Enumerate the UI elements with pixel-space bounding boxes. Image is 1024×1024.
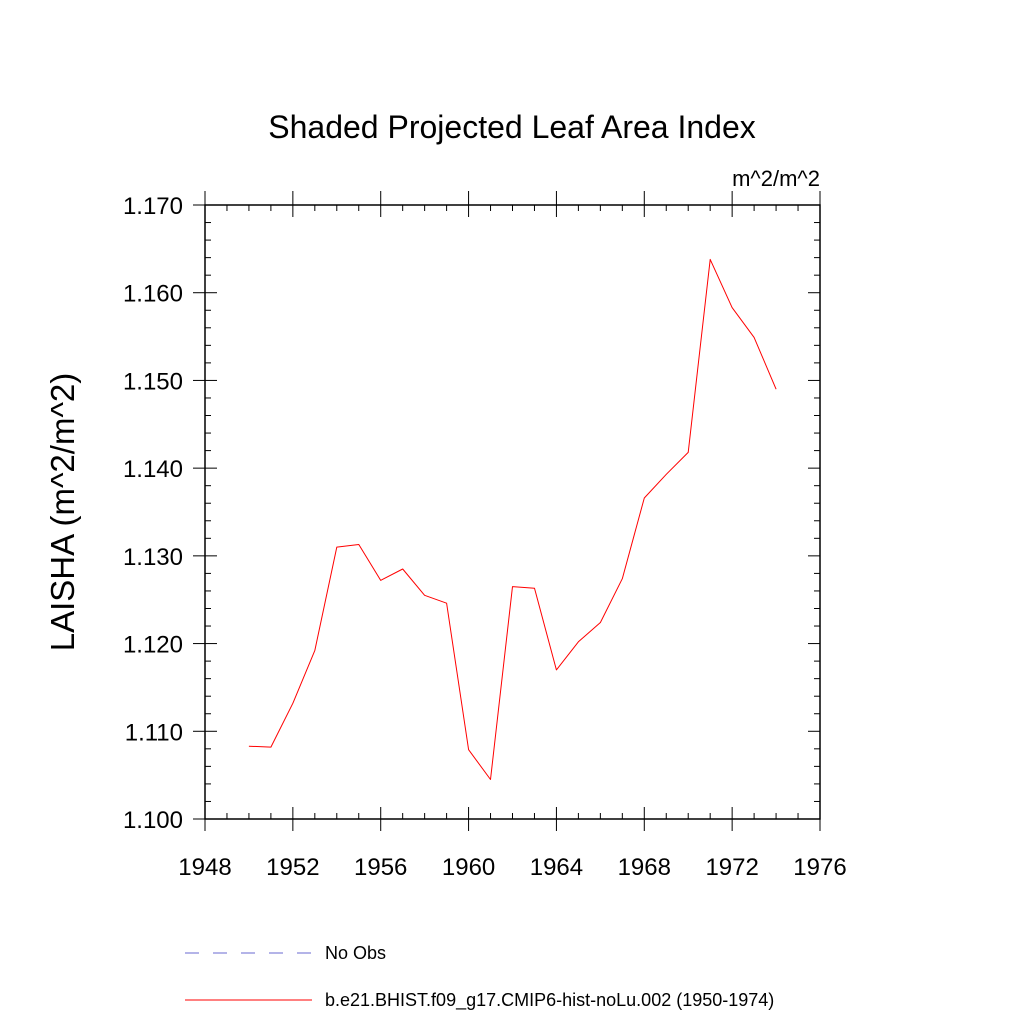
legend-label: No Obs (325, 943, 386, 963)
x-tick-label: 1964 (530, 854, 583, 881)
y-tick-label: 1.120 (123, 632, 183, 659)
series-group (248, 258, 777, 780)
y-tick-label: 1.160 (123, 281, 183, 308)
y-axis-label: LAISHA (m^2/m^2) (44, 373, 81, 652)
x-tick-label: 1960 (442, 854, 495, 881)
plot-frame (204, 204, 821, 820)
y-tick-label: 1.150 (123, 368, 183, 395)
y-axis-ticks: 1.100 1.110 1.120 1.130 1.140 1.150 1.160 1.170 (123, 193, 820, 834)
x-tick-label: 1952 (266, 854, 319, 881)
y-tick-label: 1.140 (123, 456, 183, 483)
series-line (248, 258, 777, 780)
x-tick-label: 1972 (705, 854, 758, 881)
legend: No Obs b.e21.BHIST.f09_g17.CMIP6-hist-noL… (185, 943, 774, 1011)
x-tick-label: 1956 (354, 854, 407, 881)
units-label: m^2/m^2 (732, 166, 820, 191)
x-tick-label: 1968 (618, 854, 671, 881)
x-tick-label: 1976 (793, 854, 846, 881)
y-tick-label: 1.100 (123, 807, 183, 834)
y-tick-label: 1.170 (123, 193, 183, 220)
y-tick-label: 1.130 (123, 544, 183, 571)
x-tick-label: 1948 (178, 854, 231, 881)
y-tick-label: 1.110 (125, 719, 183, 746)
x-axis-ticks: 1948 1952 1956 1960 1964 1968 1972 1976 (178, 191, 847, 881)
chart-title: Shaded Projected Leaf Area Index (268, 109, 755, 145)
legend-label: b.e21.BHIST.f09_g17.CMIP6-hist-noLu.002 … (325, 990, 774, 1011)
